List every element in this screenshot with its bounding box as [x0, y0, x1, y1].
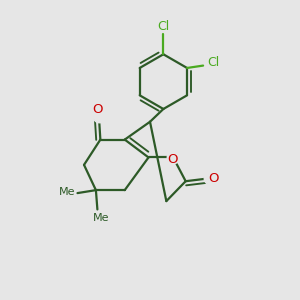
- Text: O: O: [167, 153, 178, 166]
- Text: O: O: [92, 103, 103, 116]
- Text: O: O: [208, 172, 218, 185]
- Text: Cl: Cl: [207, 56, 219, 68]
- Text: Me: Me: [59, 187, 75, 197]
- Text: Me: Me: [93, 213, 109, 224]
- Text: Cl: Cl: [157, 20, 170, 33]
